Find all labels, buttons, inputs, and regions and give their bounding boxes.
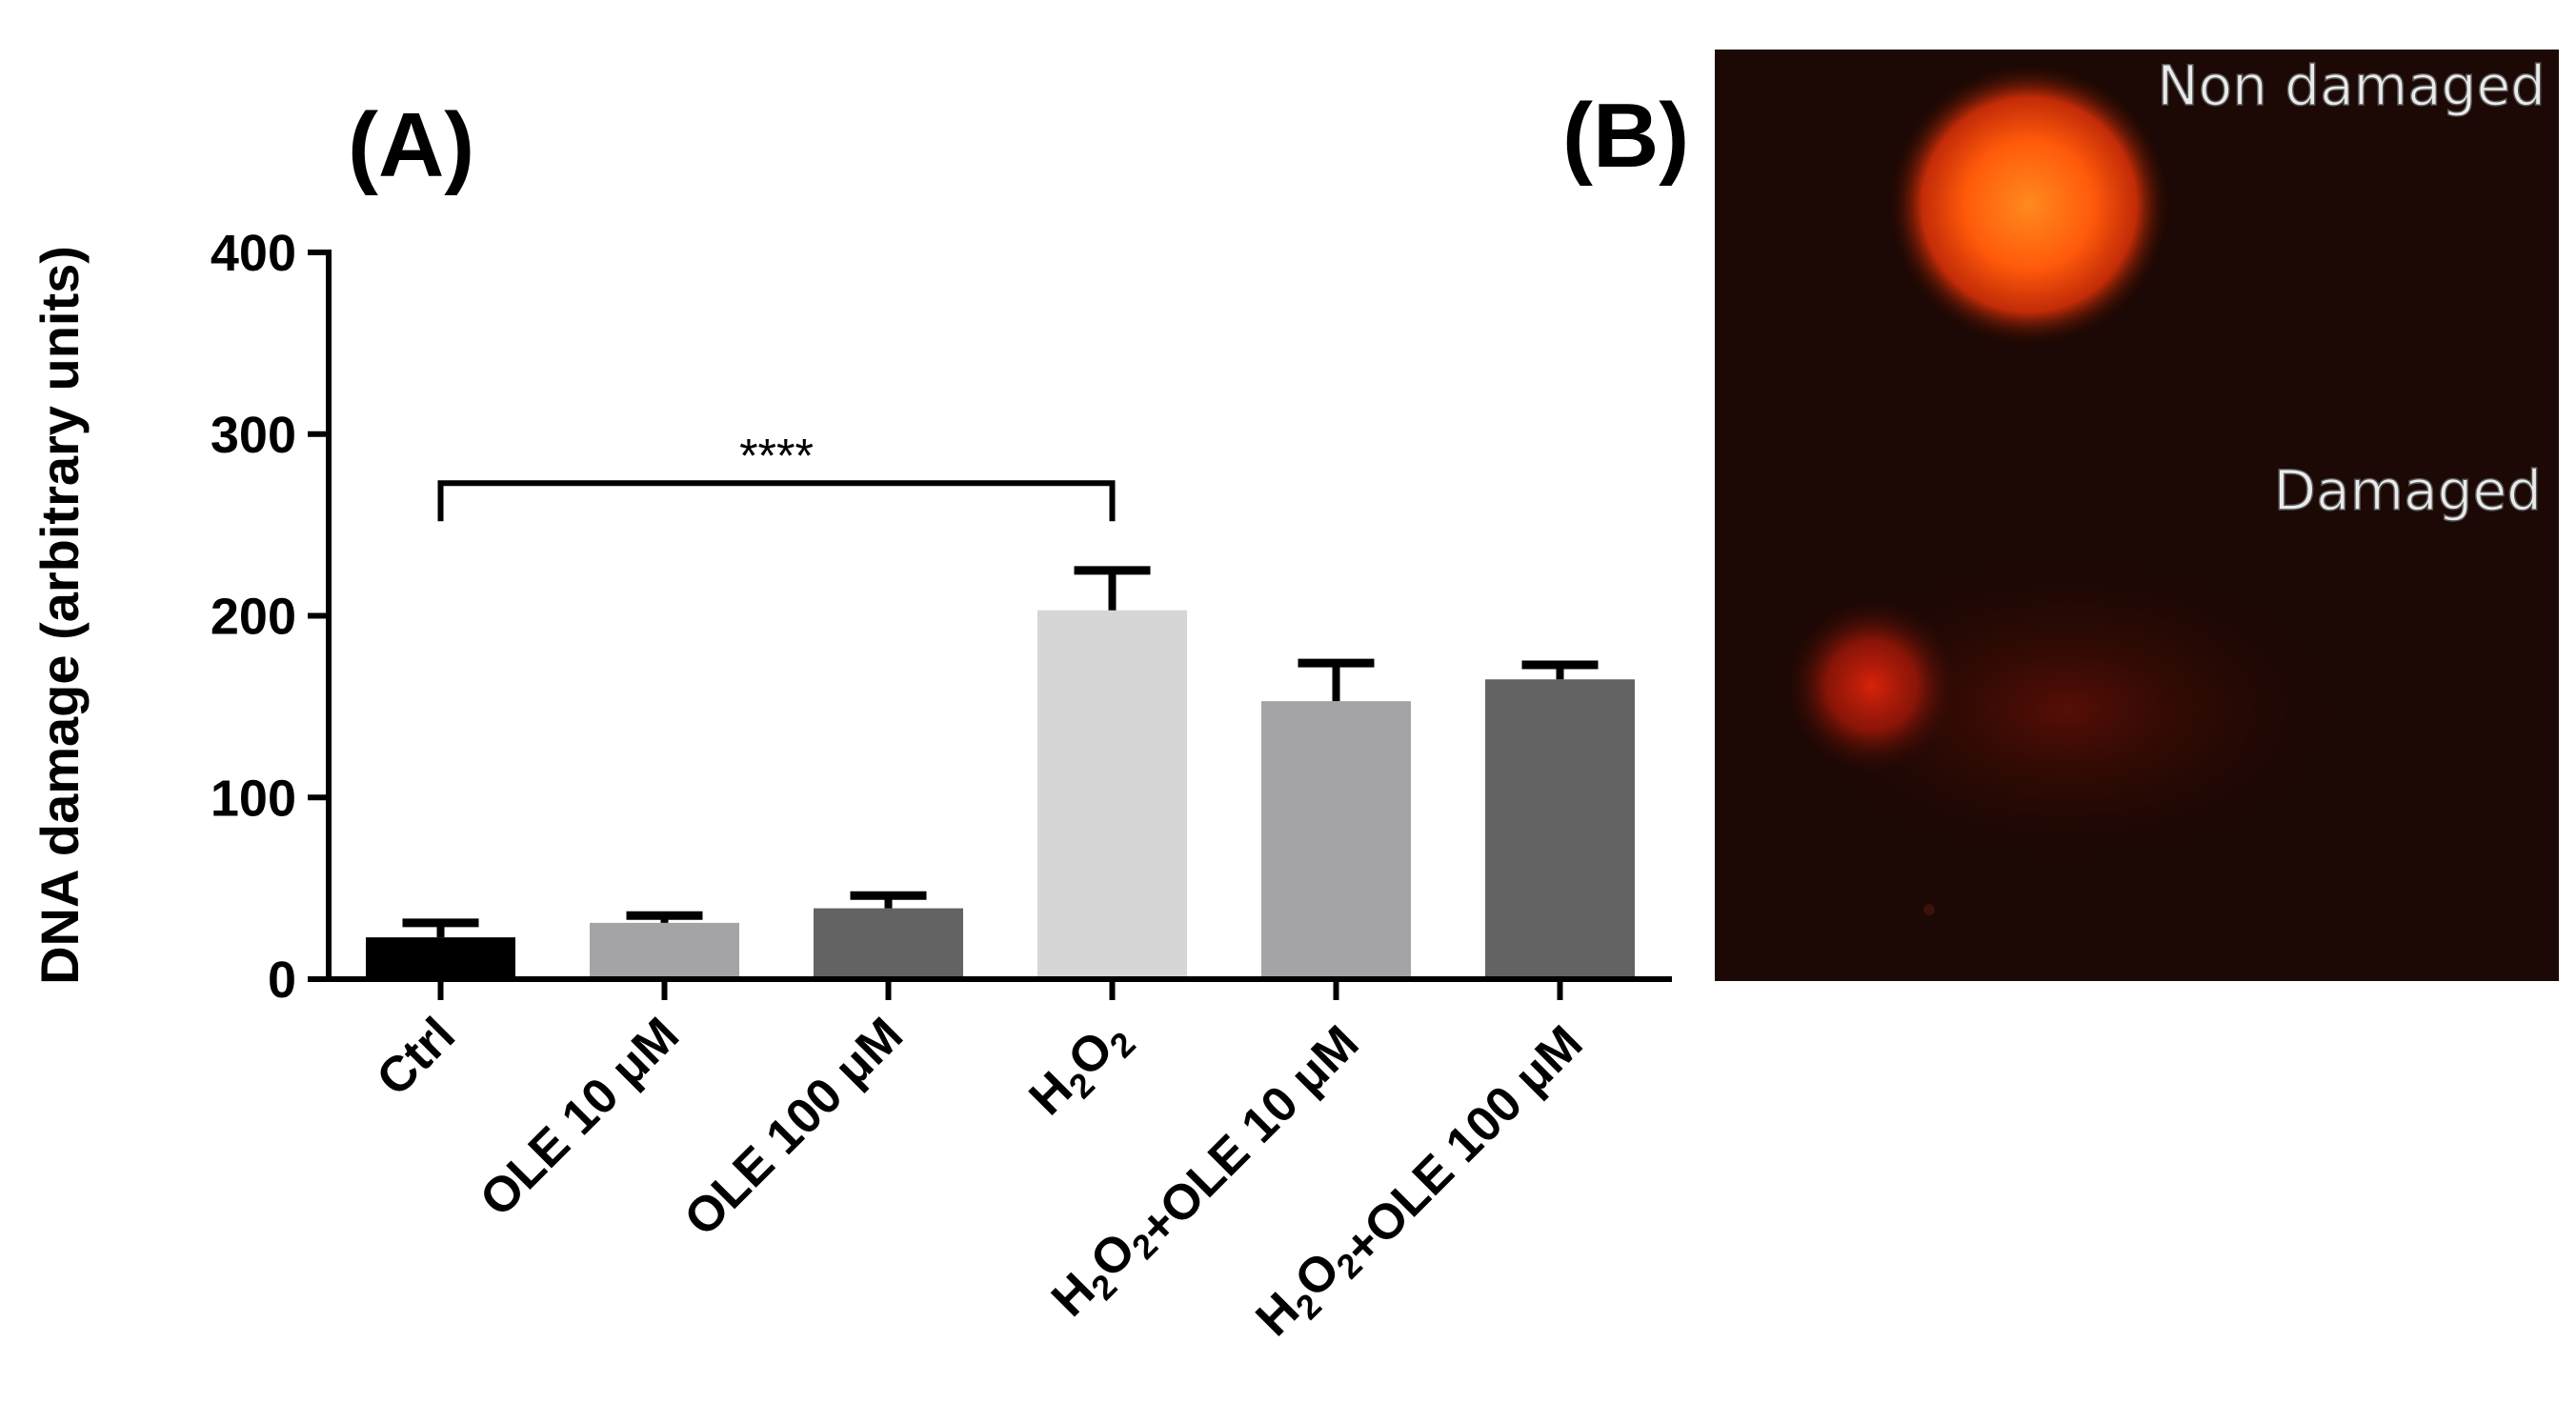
damaged-label: Damaged: [2273, 458, 2542, 523]
significance-bracket: ****: [437, 429, 1116, 522]
x-tick-label-h2o2: H2O2: [1018, 1007, 1142, 1131]
significance-stars: ****: [739, 429, 814, 482]
panel-b-label: (B): [1562, 85, 1689, 187]
non-damaged-nucleus: [1886, 62, 2172, 348]
damaged-nucleus: [1781, 595, 1962, 776]
bar-h2o2: [1037, 610, 1187, 979]
x-tick-label-ole10: OLE 10 μM: [470, 1007, 690, 1227]
bar-h2o2ole100: [1485, 679, 1635, 979]
y-tick-label: 400: [211, 225, 296, 282]
bars: [366, 610, 1635, 979]
bar-ole100: [814, 908, 963, 979]
significance-line: [437, 480, 1116, 522]
debris-speck: [1923, 904, 1935, 915]
bar-ctrl: [366, 937, 515, 979]
comet-assay-micrograph: Non damaged Damaged: [1715, 50, 2559, 981]
non-damaged-label: Non damaged: [2157, 53, 2546, 118]
y-tick-label: 200: [211, 589, 296, 646]
error-bars: [402, 566, 1599, 938]
x-tick-label-ctrl: Ctrl: [367, 1007, 466, 1106]
x-tick-label-ole100: OLE 100 μM: [674, 1007, 914, 1247]
panel-a-label: (A): [348, 94, 474, 196]
bar-h2o2ole10: [1261, 701, 1411, 979]
y-tick-label: 100: [211, 770, 296, 827]
y-axis-label: DNA damage (arbitrary units): [30, 246, 90, 985]
y-tick-label: 0: [268, 952, 296, 1009]
bar-chart: DNA damage (arbitrary units) 0 100 200 300 4…: [30, 225, 1672, 1347]
y-tick-label: 300: [211, 407, 296, 464]
y-axis-ticks: 0 100 200 300 400: [211, 225, 329, 1009]
bar-ole10: [590, 922, 739, 979]
